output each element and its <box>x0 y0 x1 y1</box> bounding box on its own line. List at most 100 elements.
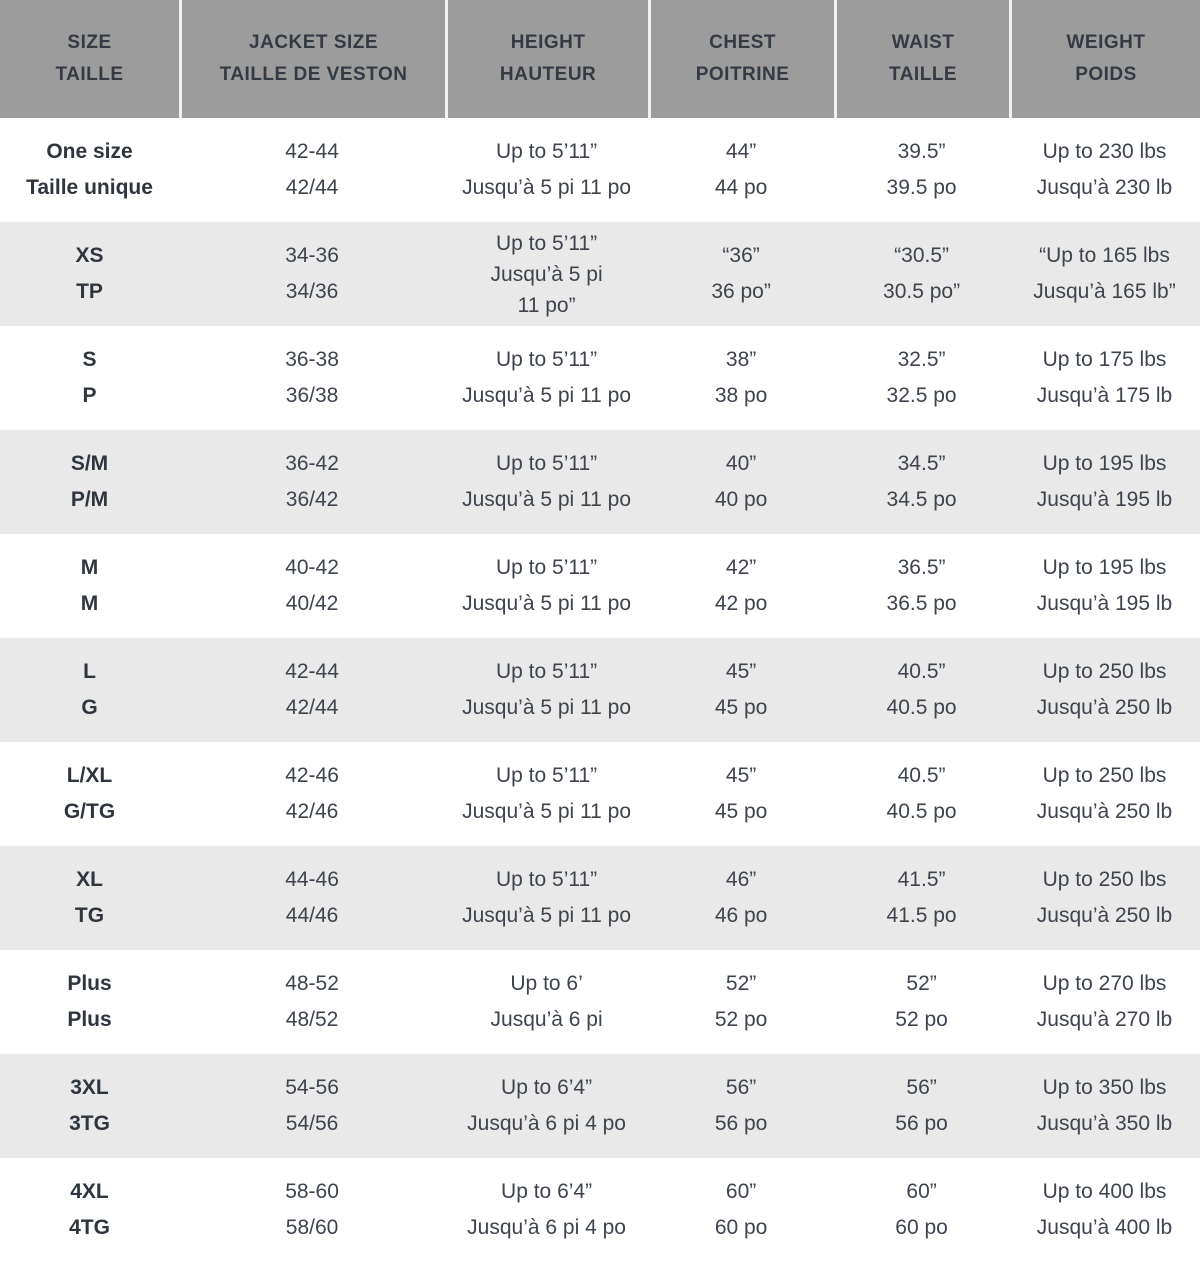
cell-chest: 60” 60 po <box>648 1158 834 1262</box>
cell-line: G/TG <box>63 800 116 823</box>
cell-size: S/M P/M <box>0 430 179 534</box>
cell-waist: 52” 52 po <box>834 950 1009 1054</box>
cell-line: 36.5” <box>897 556 946 579</box>
cell-chest: 46” 46 po <box>648 846 834 950</box>
cell-line: 4TG <box>69 1216 110 1239</box>
cell-line: 38 po <box>714 384 768 407</box>
cell-size: L/XL G/TG <box>0 742 179 846</box>
cell-waist: 39.5” 39.5 po <box>834 118 1009 222</box>
cell-line: 42 po <box>714 592 768 615</box>
table-row: 4XL 4TG 58-60 58/60 Up to 6’4” Jusqu’à 6 pi… <box>0 1158 1200 1262</box>
header-waist-fr: TAILLE <box>889 63 958 85</box>
header-jacket-size-fr: TAILLE DE VESTON <box>219 63 408 85</box>
cell-line: 60 po <box>714 1216 768 1239</box>
header-chest-en: CHEST <box>709 31 777 53</box>
cell-line: 41.5 po <box>886 904 957 927</box>
cell-line: 52 po <box>714 1008 768 1031</box>
cell-chest: 45” 45 po <box>648 742 834 846</box>
cell-jacket-size: 54-56 54/56 <box>179 1054 445 1158</box>
cell-line: 30.5 po” <box>883 280 961 303</box>
cell-line: 45 po <box>714 800 768 823</box>
cell-waist: 56” 56 po <box>834 1054 1009 1158</box>
cell-waist: 40.5” 40.5 po <box>834 638 1009 742</box>
cell-line: 42/46 <box>285 800 339 823</box>
header-height: HEIGHT HAUTEUR <box>445 0 648 118</box>
cell-weight: Up to 195 lbs Jusqu’à 195 lb <box>1009 534 1200 638</box>
cell-line: 44 po <box>714 176 768 199</box>
cell-line: Up to 195 lbs <box>1042 452 1167 475</box>
cell-line: Up to 5’11” <box>495 660 598 683</box>
cell-jacket-size: 42-44 42/44 <box>179 118 445 222</box>
cell-line: 42-44 <box>285 140 339 163</box>
header-jacket-size-en: JACKET SIZE <box>249 31 379 53</box>
cell-line: Jusqu’à 5 pi 11 po <box>462 488 632 511</box>
cell-chest: 45” 45 po <box>648 638 834 742</box>
header-jacket-size: JACKET SIZE TAILLE DE VESTON <box>179 0 445 118</box>
cell-line: Jusqu’à 165 lb” <box>1033 280 1176 303</box>
cell-line: 48/52 <box>285 1008 339 1031</box>
cell-weight: Up to 175 lbs Jusqu’à 175 lb <box>1009 326 1200 430</box>
cell-weight: Up to 250 lbs Jusqu’à 250 lb <box>1009 846 1200 950</box>
cell-line: 44” <box>725 140 757 163</box>
cell-line: 46 po <box>714 904 768 927</box>
cell-height: Up to 5’11” Jusqu’à 5 pi 11 po <box>445 326 648 430</box>
cell-line: 32.5” <box>897 348 946 371</box>
cell-jacket-size: 42-44 42/44 <box>179 638 445 742</box>
cell-line: 45” <box>725 660 757 683</box>
cell-chest: 42” 42 po <box>648 534 834 638</box>
cell-line: 34.5” <box>897 452 946 475</box>
cell-line: Jusqu’à 250 lb <box>1036 800 1173 823</box>
cell-height: Up to 5’11” Jusqu’à 5 pi 11 po <box>445 534 648 638</box>
cell-line: Jusqu’à 175 lb <box>1036 384 1173 407</box>
cell-line: 3XL <box>70 1076 109 1099</box>
header-waist-en: WAIST <box>891 31 955 53</box>
cell-line: “30.5” <box>894 244 949 267</box>
header-height-en: HEIGHT <box>510 31 586 53</box>
cell-line: “Up to 165 lbs <box>1039 244 1170 267</box>
cell-line: Jusqu’à 5 pi 11 po <box>462 800 632 823</box>
cell-line: Jusqu’à 250 lb <box>1036 904 1173 927</box>
cell-line: 52 po <box>895 1008 948 1031</box>
cell-line: Plus <box>67 1008 112 1031</box>
cell-line: 56” <box>725 1076 757 1099</box>
cell-line: Up to 6’ <box>510 972 583 995</box>
cell-line: Up to 250 lbs <box>1042 868 1167 891</box>
cell-weight: Up to 195 lbs Jusqu’à 195 lb <box>1009 430 1200 534</box>
cell-line: 34-36 <box>285 244 339 267</box>
cell-line: Up to 5’11” <box>495 452 598 475</box>
header-chest: CHEST POITRINE <box>648 0 834 118</box>
cell-chest: 44” 44 po <box>648 118 834 222</box>
cell-line: Jusqu’à 350 lb <box>1036 1112 1173 1135</box>
cell-height: Up to 5’11” Jusqu’à 5 pi 11 po <box>445 742 648 846</box>
cell-line: 42/44 <box>285 176 339 199</box>
header-size-fr: TAILLE <box>55 63 124 85</box>
cell-jacket-size: 40-42 40/42 <box>179 534 445 638</box>
table-row: Plus Plus 48-52 48/52 Up to 6’ Jusqu’à 6 pi… <box>0 950 1200 1054</box>
cell-line: 60” <box>725 1180 757 1203</box>
cell-line: 46” <box>725 868 757 891</box>
cell-line: 58/60 <box>285 1216 339 1239</box>
cell-waist: 36.5” 36.5 po <box>834 534 1009 638</box>
cell-size: 3XL 3TG <box>0 1054 179 1158</box>
cell-weight: Up to 250 lbs Jusqu’à 250 lb <box>1009 638 1200 742</box>
cell-line: 40.5 po <box>886 696 957 719</box>
cell-line: 39.5” <box>897 140 946 163</box>
cell-line: Up to 5’11” <box>495 764 598 787</box>
cell-line: Up to 6’4” <box>501 1180 593 1203</box>
cell-line: G <box>81 696 98 719</box>
cell-line: 58-60 <box>285 1180 339 1203</box>
cell-line: 42/44 <box>285 696 339 719</box>
cell-line: M <box>80 592 99 615</box>
cell-line: Jusqu’à 5 pi 11 po <box>462 904 632 927</box>
cell-line: 44-46 <box>285 868 339 891</box>
cell-jacket-size: 44-46 44/46 <box>179 846 445 950</box>
header-height-fr: HAUTEUR <box>499 63 597 85</box>
cell-line: One size <box>46 140 133 163</box>
cell-line: Up to 350 lbs <box>1042 1076 1167 1099</box>
cell-line: 36 po” <box>711 280 771 303</box>
cell-size: 4XL 4TG <box>0 1158 179 1262</box>
cell-chest: 38” 38 po <box>648 326 834 430</box>
